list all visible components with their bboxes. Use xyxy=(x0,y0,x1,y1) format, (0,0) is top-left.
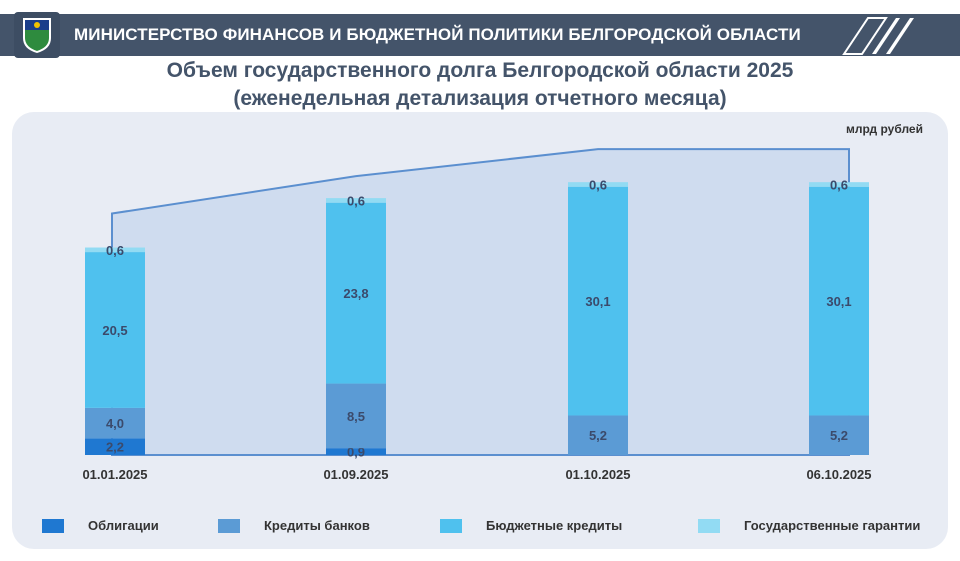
bar-segment xyxy=(326,198,386,203)
header-stripes-decoration xyxy=(842,17,914,55)
header-title: МИНИСТЕРСТВО ФИНАНСОВ И БЮДЖЕТНОЙ ПОЛИТИ… xyxy=(74,25,801,44)
legend-item: Государственные гарантии xyxy=(698,518,920,533)
legend-swatch xyxy=(698,518,720,533)
legend-label: Государственные гарантии xyxy=(744,518,921,533)
bar-segment xyxy=(85,438,145,455)
data-label: 20,5 xyxy=(102,323,127,338)
x-tick-label: 01.10.2025 xyxy=(565,467,630,482)
data-label: 0,6 xyxy=(106,243,124,258)
bar-segment xyxy=(568,182,628,187)
x-tick-label: 06.10.2025 xyxy=(806,467,871,482)
data-label: 0,9 xyxy=(347,445,365,460)
data-label: 23,8 xyxy=(343,286,368,301)
bar-segment xyxy=(568,415,628,455)
bar-segment xyxy=(809,186,869,416)
chart-title-block: Объем государственного долга Белгородско… xyxy=(0,57,960,113)
legend-label: Облигации xyxy=(88,518,159,533)
legend-label: Бюджетные кредиты xyxy=(486,518,623,533)
chart-title: Объем государственного долга Белгородско… xyxy=(166,59,794,82)
legend-item: Кредиты банков xyxy=(218,518,370,533)
bar-segment xyxy=(326,448,386,455)
legend-swatch xyxy=(42,518,64,533)
total-outline-area xyxy=(111,148,850,456)
data-label: 30,1 xyxy=(826,294,851,309)
data-label: 0,6 xyxy=(347,193,365,208)
unit-label: млрд рублей xyxy=(846,122,923,136)
bar-segment xyxy=(85,252,145,408)
legend-item: Бюджетные кредиты xyxy=(440,518,622,533)
legend-label: Кредиты банков xyxy=(264,518,370,533)
legend-item: Облигации xyxy=(42,518,159,533)
legend-swatch xyxy=(440,518,462,533)
bar-segment xyxy=(809,415,869,455)
bar-segment xyxy=(326,383,386,449)
header-bar: МИНИСТЕРСТВО ФИНАНСОВ И БЮДЖЕТНОЙ ПОЛИТИ… xyxy=(0,12,960,58)
bar-segment xyxy=(85,407,145,439)
coat-of-arms-icon xyxy=(14,12,60,58)
chart-subtitle: (еженедельная детализация отчетного меся… xyxy=(233,87,727,110)
x-tick-label: 01.09.2025 xyxy=(323,467,388,482)
bar-segment xyxy=(326,202,386,384)
data-label: 30,1 xyxy=(585,294,610,309)
data-label: 0,6 xyxy=(589,177,607,192)
data-label: 8,5 xyxy=(347,409,365,424)
legend-swatch xyxy=(218,518,240,533)
bar-segment xyxy=(85,247,145,253)
data-label: 2,2 xyxy=(106,440,124,455)
bar-segment xyxy=(568,186,628,416)
data-label: 0,6 xyxy=(830,177,848,192)
bar-segment xyxy=(809,182,869,187)
x-tick-label: 01.01.2025 xyxy=(82,467,147,482)
data-label: 5,2 xyxy=(830,428,848,443)
data-label: 4,0 xyxy=(106,416,124,431)
data-label: 5,2 xyxy=(589,428,607,443)
